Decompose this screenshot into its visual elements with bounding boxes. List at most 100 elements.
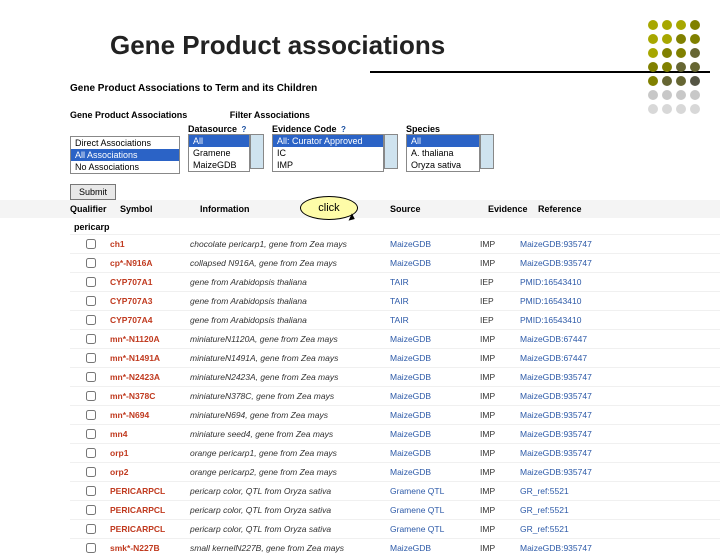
evidence-header: Evidence Code: [272, 124, 337, 134]
cell-source[interactable]: MaizeGDB: [390, 372, 452, 382]
associations-select[interactable]: Direct AssociationsAll AssociationsNo As…: [70, 136, 180, 174]
scrollbar[interactable]: [384, 134, 398, 169]
cell-symbol[interactable]: CYP707A3: [110, 296, 190, 306]
cell-symbol[interactable]: orp2: [110, 467, 190, 477]
select-option[interactable]: A. thaliana: [407, 147, 479, 159]
scrollbar[interactable]: [250, 134, 264, 169]
cell-evidence: IMP: [480, 258, 520, 268]
select-option[interactable]: Oryza sativa: [407, 159, 479, 171]
table-row: mn*-N1120AminiatureN1120A, gene from Zea…: [70, 329, 720, 348]
cell-symbol[interactable]: mn*-N1120A: [110, 334, 190, 344]
select-option[interactable]: IMP: [273, 159, 383, 171]
cell-reference[interactable]: MaizeGDB:935747: [520, 239, 630, 249]
select-option[interactable]: IC: [273, 147, 383, 159]
row-checkbox[interactable]: [86, 486, 96, 496]
row-checkbox[interactable]: [86, 334, 96, 344]
cell-source[interactable]: MaizeGDB: [390, 334, 452, 344]
help-icon[interactable]: ?: [240, 125, 247, 134]
cell-reference[interactable]: PMID:16543410: [520, 296, 630, 306]
cell-evidence: IMP: [480, 372, 520, 382]
cell-source[interactable]: MaizeGDB: [390, 410, 452, 420]
cell-symbol[interactable]: orp1: [110, 448, 190, 458]
row-checkbox[interactable]: [86, 543, 96, 553]
cell-info: orange pericarp2, gene from Zea mays: [190, 467, 390, 477]
select-option[interactable]: No Associations: [71, 161, 179, 173]
cell-symbol[interactable]: CYP707A4: [110, 315, 190, 325]
row-checkbox[interactable]: [86, 524, 96, 534]
cell-reference[interactable]: GR_ref:5521: [520, 505, 630, 515]
select-option[interactable]: MaizeGDB: [189, 159, 249, 171]
cell-symbol[interactable]: PERICARPCL: [110, 486, 190, 496]
cell-reference[interactable]: MaizeGDB:935747: [520, 258, 630, 268]
select-option[interactable]: All: Curator Approved: [273, 135, 383, 147]
cell-source[interactable]: Gramene QTL: [390, 505, 452, 515]
row-checkbox[interactable]: [86, 429, 96, 439]
cell-symbol[interactable]: smk*-N227B: [110, 543, 190, 553]
cell-symbol[interactable]: mn*-N378C: [110, 391, 190, 401]
cell-symbol[interactable]: mn*-N2423A: [110, 372, 190, 382]
row-checkbox[interactable]: [86, 296, 96, 306]
cell-source[interactable]: MaizeGDB: [390, 467, 452, 477]
table-row: CYP707A3gene from Arabidopsis thalianaTA…: [70, 291, 720, 310]
cell-source[interactable]: MaizeGDB: [390, 429, 452, 439]
cell-source[interactable]: MaizeGDB: [390, 391, 452, 401]
select-option[interactable]: All: [407, 135, 479, 147]
cell-reference[interactable]: MaizeGDB:935747: [520, 391, 630, 401]
cell-source[interactable]: MaizeGDB: [390, 543, 452, 553]
cell-evidence: IMP: [480, 334, 520, 344]
cell-source[interactable]: TAIR: [390, 315, 452, 325]
cell-reference[interactable]: MaizeGDB:67447: [520, 353, 630, 363]
cell-reference[interactable]: MaizeGDB:935747: [520, 467, 630, 477]
row-checkbox[interactable]: [86, 410, 96, 420]
cell-reference[interactable]: MaizeGDB:935747: [520, 543, 630, 553]
cell-symbol[interactable]: PERICARPCL: [110, 524, 190, 534]
cell-source[interactable]: MaizeGDB: [390, 258, 452, 268]
cell-symbol[interactable]: PERICARPCL: [110, 505, 190, 515]
cell-reference[interactable]: GR_ref:5521: [520, 524, 630, 534]
row-checkbox[interactable]: [86, 277, 96, 287]
cell-symbol[interactable]: CYP707A1: [110, 277, 190, 287]
row-checkbox[interactable]: [86, 505, 96, 515]
cell-source[interactable]: MaizeGDB: [390, 239, 452, 249]
cell-symbol[interactable]: ch1: [110, 239, 190, 249]
cell-reference[interactable]: PMID:16543410: [520, 277, 630, 287]
datasource-select[interactable]: AllGrameneMaizeGDB: [188, 134, 250, 172]
cell-symbol[interactable]: cp*-N916A: [110, 258, 190, 268]
row-checkbox[interactable]: [86, 315, 96, 325]
scrollbar[interactable]: [480, 134, 494, 169]
cell-symbol[interactable]: mn4: [110, 429, 190, 439]
select-option[interactable]: Gramene: [189, 147, 249, 159]
decor-dots: [648, 20, 700, 114]
submit-button[interactable]: Submit: [70, 184, 116, 200]
select-option[interactable]: All: [189, 135, 249, 147]
cell-reference[interactable]: MaizeGDB:935747: [520, 429, 630, 439]
species-select[interactable]: AllA. thalianaOryza sativa: [406, 134, 480, 172]
row-checkbox[interactable]: [86, 448, 96, 458]
row-checkbox[interactable]: [86, 258, 96, 268]
evidence-select[interactable]: All: Curator ApprovedICIMP: [272, 134, 384, 172]
cell-symbol[interactable]: mn*-N1491A: [110, 353, 190, 363]
cell-symbol[interactable]: mn*-N694: [110, 410, 190, 420]
table-row: mn*-N1491AminiatureN1491A, gene from Zea…: [70, 348, 720, 367]
row-checkbox[interactable]: [86, 391, 96, 401]
cell-source[interactable]: TAIR: [390, 296, 452, 306]
row-checkbox[interactable]: [86, 239, 96, 249]
select-option[interactable]: All Associations: [71, 149, 179, 161]
cell-reference[interactable]: MaizeGDB:935747: [520, 410, 630, 420]
cell-source[interactable]: TAIR: [390, 277, 452, 287]
cell-source[interactable]: MaizeGDB: [390, 353, 452, 363]
cell-source[interactable]: Gramene QTL: [390, 486, 452, 496]
cell-info: gene from Arabidopsis thaliana: [190, 296, 390, 306]
row-checkbox[interactable]: [86, 467, 96, 477]
cell-reference[interactable]: MaizeGDB:935747: [520, 372, 630, 382]
cell-reference[interactable]: GR_ref:5521: [520, 486, 630, 496]
row-checkbox[interactable]: [86, 353, 96, 363]
help-icon[interactable]: ?: [339, 125, 346, 134]
select-option[interactable]: Direct Associations: [71, 137, 179, 149]
cell-source[interactable]: MaizeGDB: [390, 448, 452, 458]
cell-reference[interactable]: MaizeGDB:67447: [520, 334, 630, 344]
cell-source[interactable]: Gramene QTL: [390, 524, 452, 534]
cell-reference[interactable]: MaizeGDB:935747: [520, 448, 630, 458]
cell-reference[interactable]: PMID:16543410: [520, 315, 630, 325]
row-checkbox[interactable]: [86, 372, 96, 382]
